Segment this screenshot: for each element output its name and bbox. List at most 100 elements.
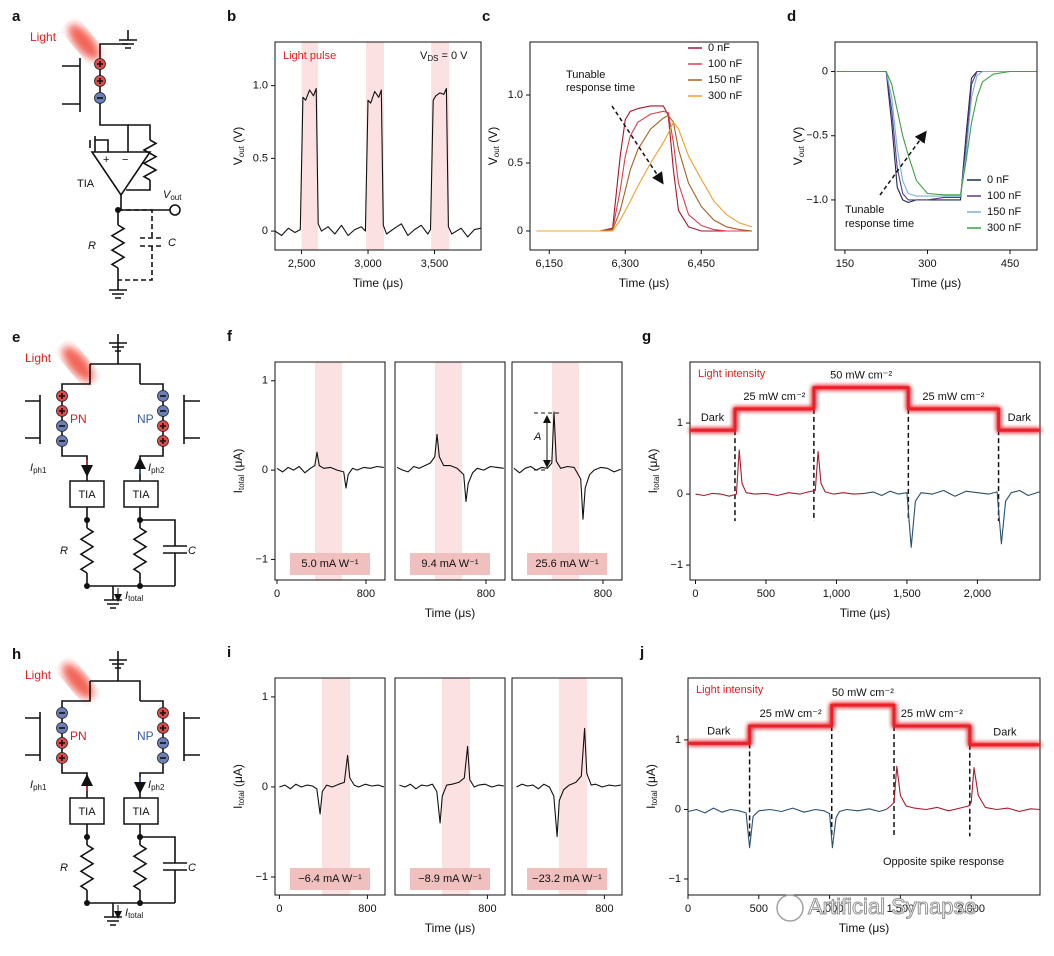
- pn-label: PN: [70, 412, 87, 426]
- y-tick-label: 0: [677, 488, 683, 500]
- wire: [86, 890, 175, 904]
- panel-label: g: [642, 328, 651, 345]
- label-main: V: [163, 189, 172, 201]
- wire: [140, 836, 187, 903]
- y-axis-label: Itotal (μA): [646, 449, 661, 494]
- y-axis-label: Itotal (μA): [231, 449, 246, 494]
- wire: [97, 78, 103, 84]
- y-axis-label: Vout (V): [486, 127, 501, 165]
- annotation: A: [533, 431, 541, 443]
- responsivity-label: 9.4 mA W⁻¹: [421, 558, 478, 570]
- wire: [104, 599, 122, 609]
- amp-label: TIA: [78, 489, 96, 501]
- y-axis-label-after: (V): [231, 127, 245, 146]
- wire: [160, 438, 166, 444]
- annotation-main: V: [420, 50, 428, 62]
- wire: [110, 224, 126, 269]
- legend-label: 150 nF: [708, 74, 743, 86]
- minus: −: [122, 154, 128, 166]
- light-beam: [68, 24, 100, 60]
- light-shade: [301, 42, 319, 250]
- trace: [885, 765, 1041, 813]
- r-label: R: [60, 862, 68, 874]
- plot-frame: [511, 361, 623, 581]
- c-label: C: [168, 237, 176, 249]
- annotation: response time: [566, 82, 635, 94]
- wire: [109, 289, 127, 299]
- panel-label: h: [12, 646, 21, 663]
- amp-label: TIA: [132, 806, 150, 818]
- panel-label: i: [227, 644, 231, 661]
- panel-label: f: [227, 328, 233, 345]
- legend-label: 300 nF: [708, 90, 743, 102]
- light-beam: [62, 663, 94, 699]
- y-axis-label-sub: out: [797, 145, 806, 157]
- x-tick-label: 0: [276, 903, 282, 915]
- light-shade: [558, 678, 588, 895]
- r-label: R: [60, 545, 68, 557]
- plot-frame: [511, 677, 623, 896]
- y-tick-label: 1: [677, 417, 683, 429]
- light-intensity-line: [690, 386, 1040, 432]
- circuit-label: Itotal: [125, 907, 143, 920]
- responsivity-label: −8.9 mA W⁻¹: [418, 873, 482, 885]
- y-tick-label: 1: [675, 734, 681, 746]
- annotation-after: = 0 V: [438, 50, 468, 62]
- y-tick-label: −1: [670, 559, 683, 571]
- circuit-label: Iph2: [148, 779, 165, 792]
- x-axis-label: Time (μs): [839, 921, 889, 935]
- y-axis-label-after: (μA): [644, 764, 658, 790]
- c-label: C: [188, 545, 196, 557]
- y-axis-label: Itotal (μA): [231, 764, 246, 809]
- trace: [536, 105, 752, 232]
- pn-label: PN: [70, 729, 87, 743]
- light-shade: [431, 42, 450, 250]
- wire: [162, 707, 200, 767]
- x-tick-label: 6,300: [611, 258, 639, 270]
- legend-label: 100 nF: [987, 190, 1022, 202]
- wire: [95, 139, 109, 152]
- y-tick-label: 0: [262, 464, 268, 476]
- annotation-main: Tunable: [845, 204, 884, 216]
- wire: [97, 61, 103, 67]
- x-tick-label: 1,000: [816, 903, 844, 915]
- trace: [276, 451, 384, 489]
- trace: [836, 70, 1037, 197]
- wire: [126, 180, 151, 191]
- y-axis-label-main: I: [231, 806, 245, 809]
- wire: [132, 527, 148, 574]
- y-axis-label-main: V: [486, 157, 500, 165]
- y-axis-label-after: (μA): [231, 449, 245, 475]
- wire: [59, 393, 65, 399]
- wire: [99, 43, 128, 50]
- y-axis-label-sub: out: [492, 145, 501, 157]
- label-main: I: [30, 779, 33, 791]
- annotation: Tunable: [845, 204, 884, 216]
- circuit-label: Iph1: [30, 462, 47, 475]
- x-tick-label: 500: [757, 588, 775, 600]
- step-label: Dark: [707, 725, 731, 737]
- wire: [25, 390, 63, 450]
- wire: [61, 660, 164, 707]
- y-axis-label-main: I: [646, 490, 660, 493]
- plot-frame: [687, 677, 1041, 896]
- plus: +: [103, 154, 109, 166]
- light-shade: [552, 362, 579, 580]
- trace: [836, 70, 1037, 196]
- legend-label: 0 nF: [708, 42, 730, 54]
- trace: [864, 489, 1040, 548]
- trace: [513, 411, 622, 520]
- arrow: [611, 105, 664, 185]
- amp-label: TIA: [77, 178, 95, 190]
- wire: [89, 136, 96, 152]
- responsivity-box: [527, 553, 607, 575]
- responsivity-label: −23.2 mA W⁻¹: [532, 873, 602, 885]
- x-tick-label: 500: [750, 903, 768, 915]
- trace: [687, 807, 887, 849]
- annotation-main: response time: [845, 218, 914, 230]
- y-tick-label: 1: [262, 691, 268, 703]
- x-tick-label: 0: [685, 903, 691, 915]
- x-tick-label: 3,000: [354, 258, 382, 270]
- wire: [86, 573, 175, 587]
